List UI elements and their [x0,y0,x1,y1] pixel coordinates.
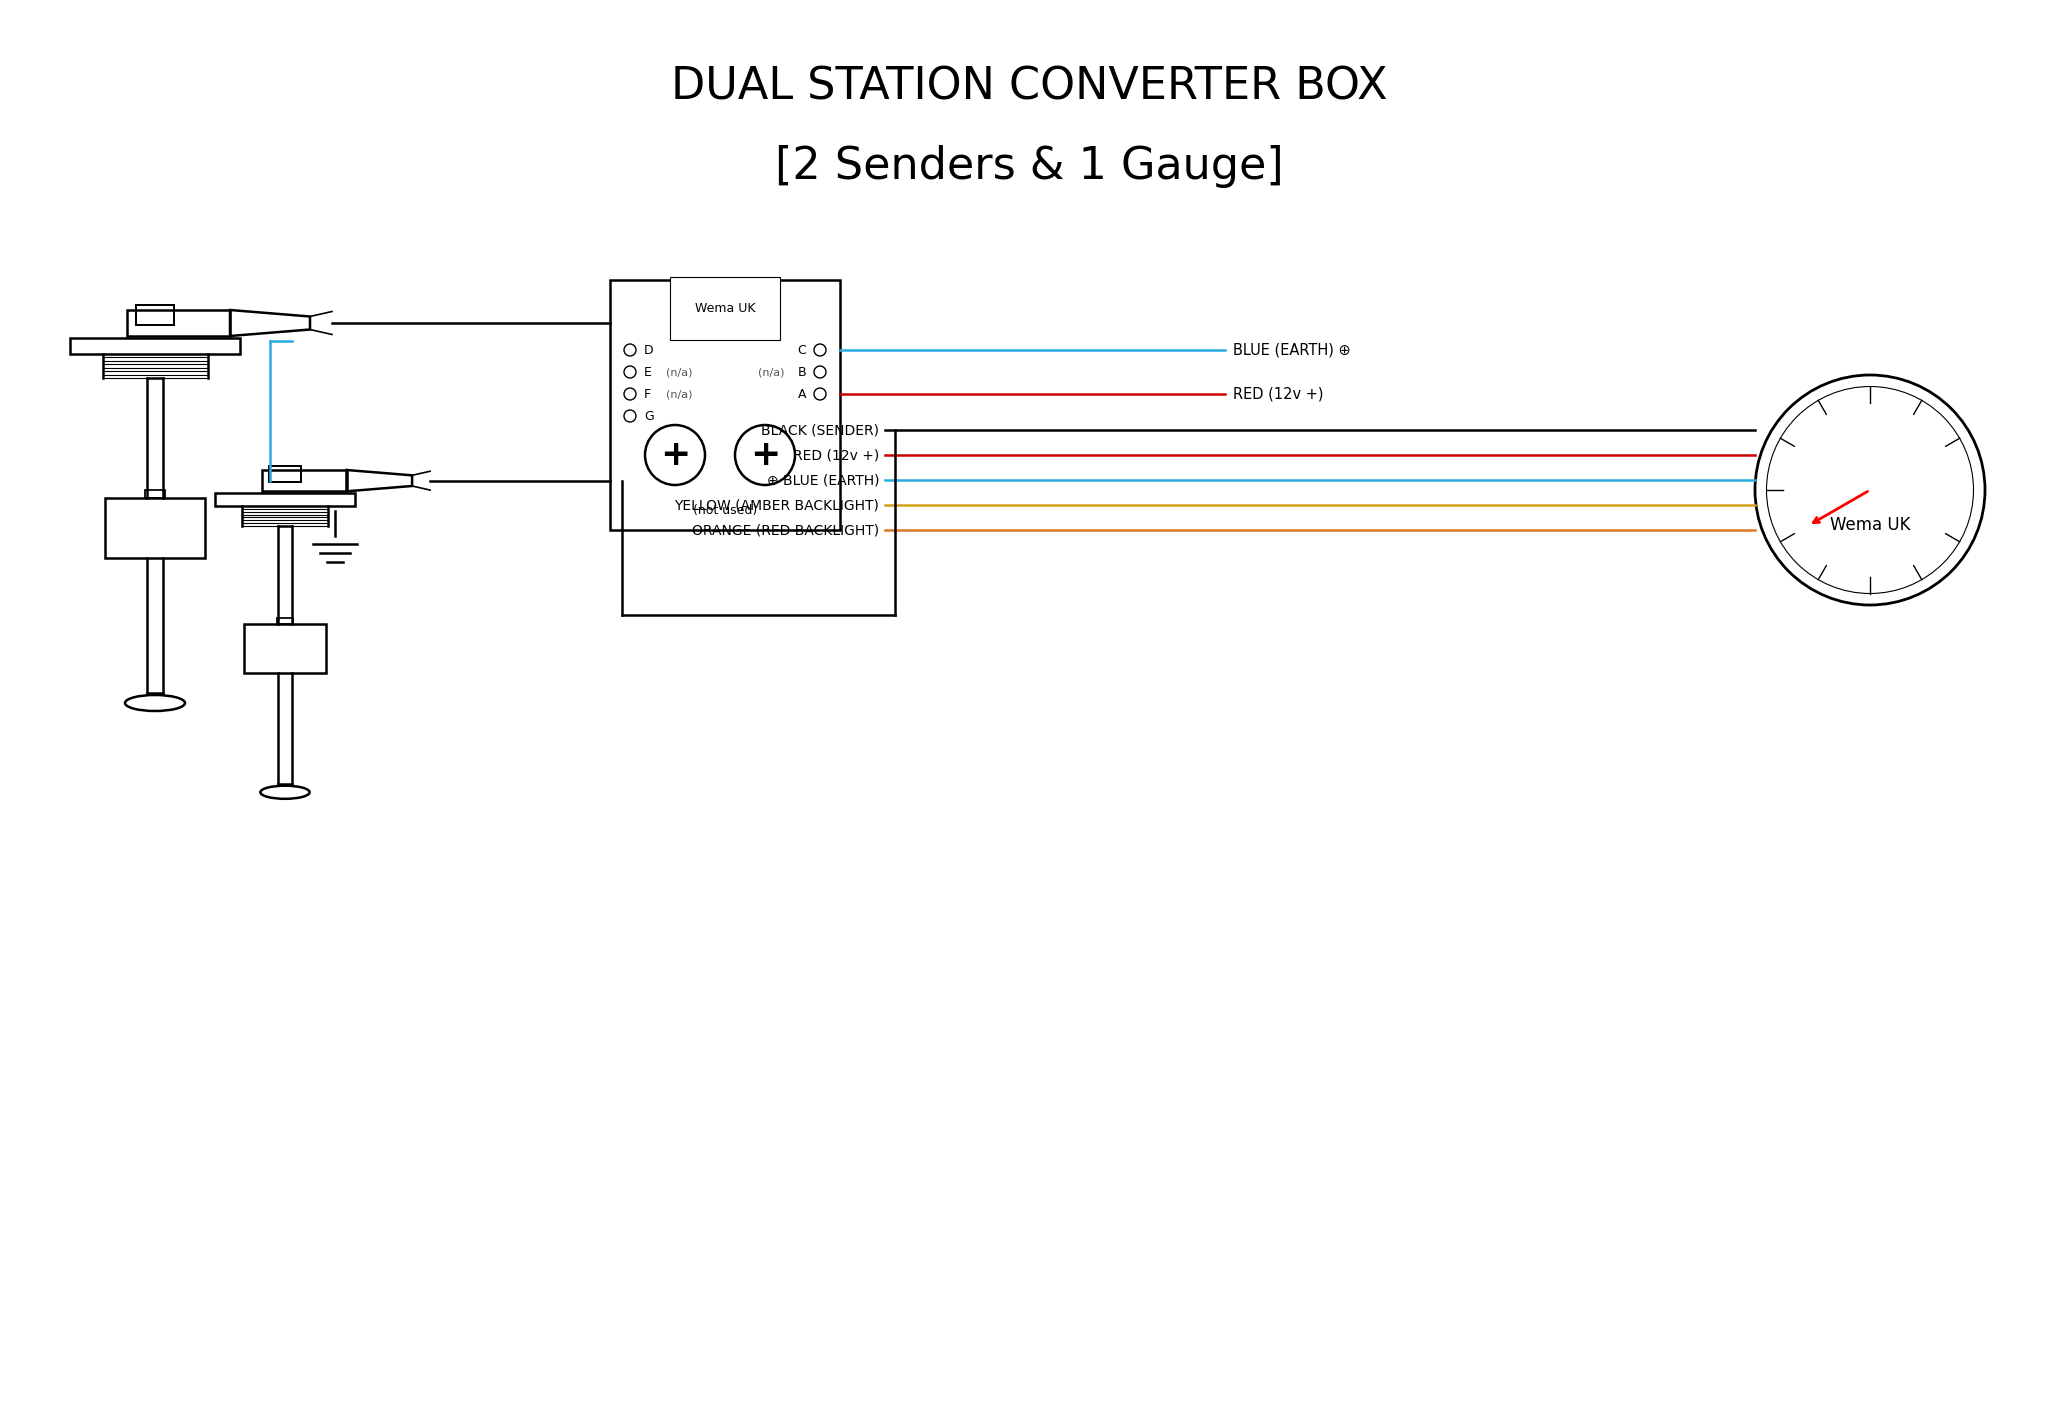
Text: ⊕ BLUE (EARTH): ⊕ BLUE (EARTH) [766,473,879,487]
Text: +: + [749,439,780,473]
Text: BLACK (SENDER): BLACK (SENDER) [762,423,879,437]
Text: [2 Senders & 1 Gauge]: [2 Senders & 1 Gauge] [774,144,1285,188]
Text: (not used): (not used) [694,504,758,516]
Text: D: D [644,344,653,357]
Text: A: A [797,388,805,400]
Text: +: + [659,439,690,473]
Text: RED (12v +): RED (12v +) [1233,386,1324,402]
Text: B: B [797,365,805,378]
Text: Wema UK: Wema UK [694,301,756,314]
Text: E: E [644,365,653,378]
Text: (n/a): (n/a) [665,389,692,399]
Text: Wema UK: Wema UK [1830,516,1911,533]
Text: ORANGE (RED BACKLIGHT): ORANGE (RED BACKLIGHT) [692,524,879,538]
Text: C: C [797,344,805,357]
Text: YELLOW (AMBER BACKLIGHT): YELLOW (AMBER BACKLIGHT) [673,498,879,512]
Text: F: F [644,388,651,400]
Text: DUAL STATION CONVERTER BOX: DUAL STATION CONVERTER BOX [671,65,1388,108]
Text: G: G [644,409,655,423]
Text: BLUE (EARTH) ⊕: BLUE (EARTH) ⊕ [1233,342,1351,358]
Text: (n/a): (n/a) [758,366,784,376]
Text: (n/a): (n/a) [665,366,692,376]
Text: RED (12v +): RED (12v +) [793,449,879,463]
